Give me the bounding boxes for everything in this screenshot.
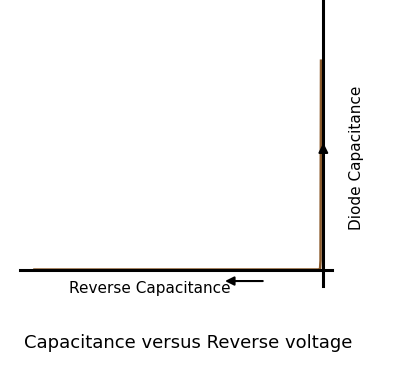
Text: Capacitance versus Reverse voltage: Capacitance versus Reverse voltage	[24, 334, 352, 352]
Text: Reverse Capacitance: Reverse Capacitance	[69, 281, 231, 296]
Text: Diode Capacitance: Diode Capacitance	[348, 86, 364, 230]
